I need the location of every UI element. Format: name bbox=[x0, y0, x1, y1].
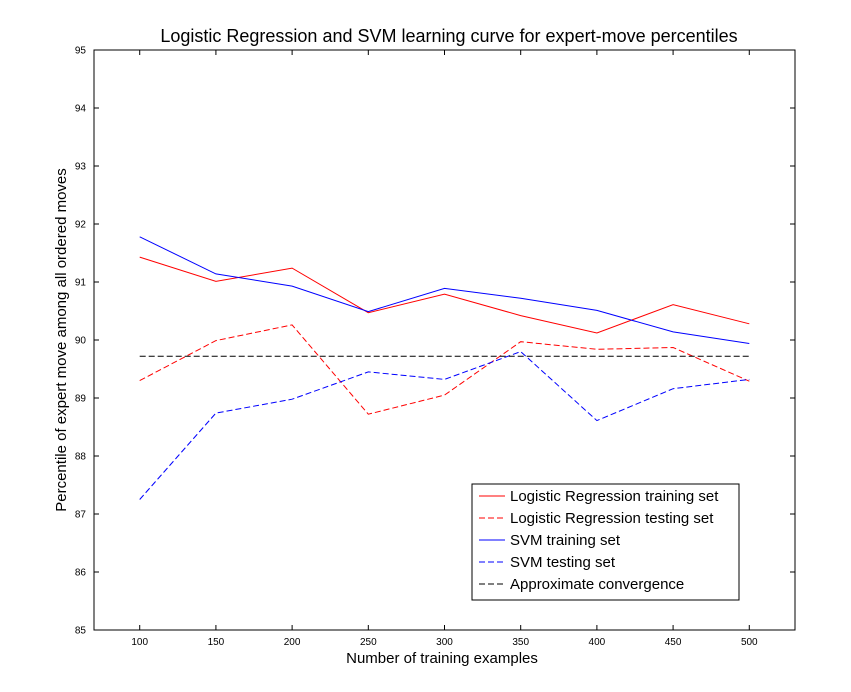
legend-entry-label: SVM testing set bbox=[510, 554, 616, 571]
legend-box bbox=[471, 483, 740, 601]
series-line bbox=[139, 324, 750, 415]
y-tick-label: 92 bbox=[75, 220, 87, 231]
x-tick-label: 200 bbox=[284, 637, 301, 648]
y-tick-label: 86 bbox=[75, 568, 87, 579]
y-tick-label: 91 bbox=[75, 278, 87, 289]
x-tick-label: 500 bbox=[741, 637, 758, 648]
legend-entry-label: SVM training set bbox=[510, 532, 621, 549]
x-tick-label: 300 bbox=[436, 637, 453, 648]
series-line bbox=[139, 256, 750, 334]
x-axis-label: Number of training examples bbox=[346, 650, 538, 667]
x-tick-label: 250 bbox=[360, 637, 377, 648]
y-tick-label: 85 bbox=[75, 626, 87, 637]
series-line bbox=[139, 351, 750, 500]
legend-entry-label: Logistic Regression testing set bbox=[510, 510, 714, 527]
y-axis-label: Percentile of expert move among all orde… bbox=[53, 168, 70, 512]
y-tick-label: 94 bbox=[75, 104, 87, 115]
series-lines bbox=[139, 236, 750, 500]
legend-entry-label: Logistic Regression training set bbox=[510, 488, 719, 505]
x-tick-label: 100 bbox=[131, 637, 148, 648]
chart-title: Logistic Regression and SVM learning cur… bbox=[160, 26, 737, 46]
x-tick-label: 450 bbox=[665, 637, 682, 648]
y-tick-label: 95 bbox=[75, 46, 87, 57]
y-tick-label: 88 bbox=[75, 452, 87, 463]
legend: Logistic Regression training set Logistic… bbox=[471, 483, 740, 601]
x-tick-label: 350 bbox=[512, 637, 529, 648]
x-tick-label: 400 bbox=[589, 637, 606, 648]
axis-ticks: 100 150 200 250 300 350 400 450 500 85 86 87 88 89 90 9… bbox=[75, 46, 795, 648]
legend-entry-label: Approximate convergence bbox=[510, 576, 684, 593]
y-tick-label: 87 bbox=[75, 510, 87, 521]
series-line bbox=[139, 236, 750, 344]
y-tick-label: 89 bbox=[75, 394, 87, 405]
x-tick-label: 150 bbox=[208, 637, 225, 648]
y-tick-label: 93 bbox=[75, 162, 87, 173]
y-tick-label: 90 bbox=[75, 336, 87, 347]
